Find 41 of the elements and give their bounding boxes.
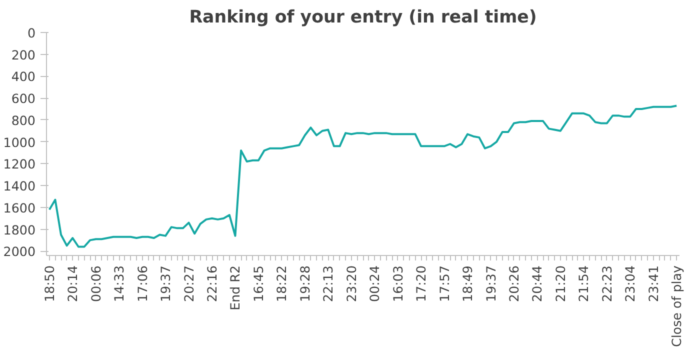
x-tick-label: 20:27 xyxy=(181,265,196,302)
chart-title: Ranking of your entry (in real time) xyxy=(189,8,537,28)
y-tick-label: 1600 xyxy=(3,200,36,216)
x-tick-label: 20:44 xyxy=(530,265,545,302)
x-tick-label: 16:03 xyxy=(390,265,406,302)
y-tick-label: 800 xyxy=(11,112,36,128)
x-tick-label: Close of play xyxy=(669,264,684,348)
x-tick-label: 00:24 xyxy=(367,265,382,302)
y-tick-label: 1400 xyxy=(3,178,36,194)
x-tick-label: 17:57 xyxy=(436,265,452,302)
y-tick-label: 1800 xyxy=(3,222,36,238)
x-tick-label: 14:33 xyxy=(112,265,127,302)
y-tick-label: 0 xyxy=(27,26,36,40)
x-tick-label: 19:28 xyxy=(297,265,312,302)
x-tick-label: 23:04 xyxy=(622,265,638,302)
line-series xyxy=(48,104,678,248)
x-tick-label: 20:14 xyxy=(65,265,80,302)
x-tick-label: 20:26 xyxy=(506,265,522,302)
y-tick-label: 1000 xyxy=(3,134,36,150)
x-tick-label: 19:37 xyxy=(483,265,498,302)
x-tick-label: 18:22 xyxy=(274,265,290,302)
x-tick-label: 22:13 xyxy=(320,265,336,302)
y-tick-label: 200 xyxy=(11,47,36,62)
x-tick-label: 22:23 xyxy=(599,265,614,302)
x-tick-label: 00:06 xyxy=(88,265,104,302)
x-tick-label: 23:20 xyxy=(344,265,359,302)
y-tick-label: 1200 xyxy=(3,156,36,172)
x-tick-label: 22:16 xyxy=(204,265,220,302)
y-tick-label: 600 xyxy=(11,91,36,106)
x-tick-label: 17:20 xyxy=(414,265,429,302)
x-tick-label: 18:49 xyxy=(460,265,476,302)
x-tick-label: 18:50 xyxy=(42,265,57,302)
x-tick-label: 21:20 xyxy=(552,265,568,302)
x-tick-label: 21:54 xyxy=(576,265,592,302)
x-tick-label: 17:06 xyxy=(134,265,150,302)
x-tick-label: 23:41 xyxy=(646,265,661,302)
y-tick-label: 400 xyxy=(11,69,36,84)
x-tick-label: 19:37 xyxy=(158,265,174,302)
x-tick-label: End R2 xyxy=(228,266,243,310)
y-tick-label: 2000 xyxy=(3,244,36,260)
x-tick-label: 16:45 xyxy=(250,265,266,302)
